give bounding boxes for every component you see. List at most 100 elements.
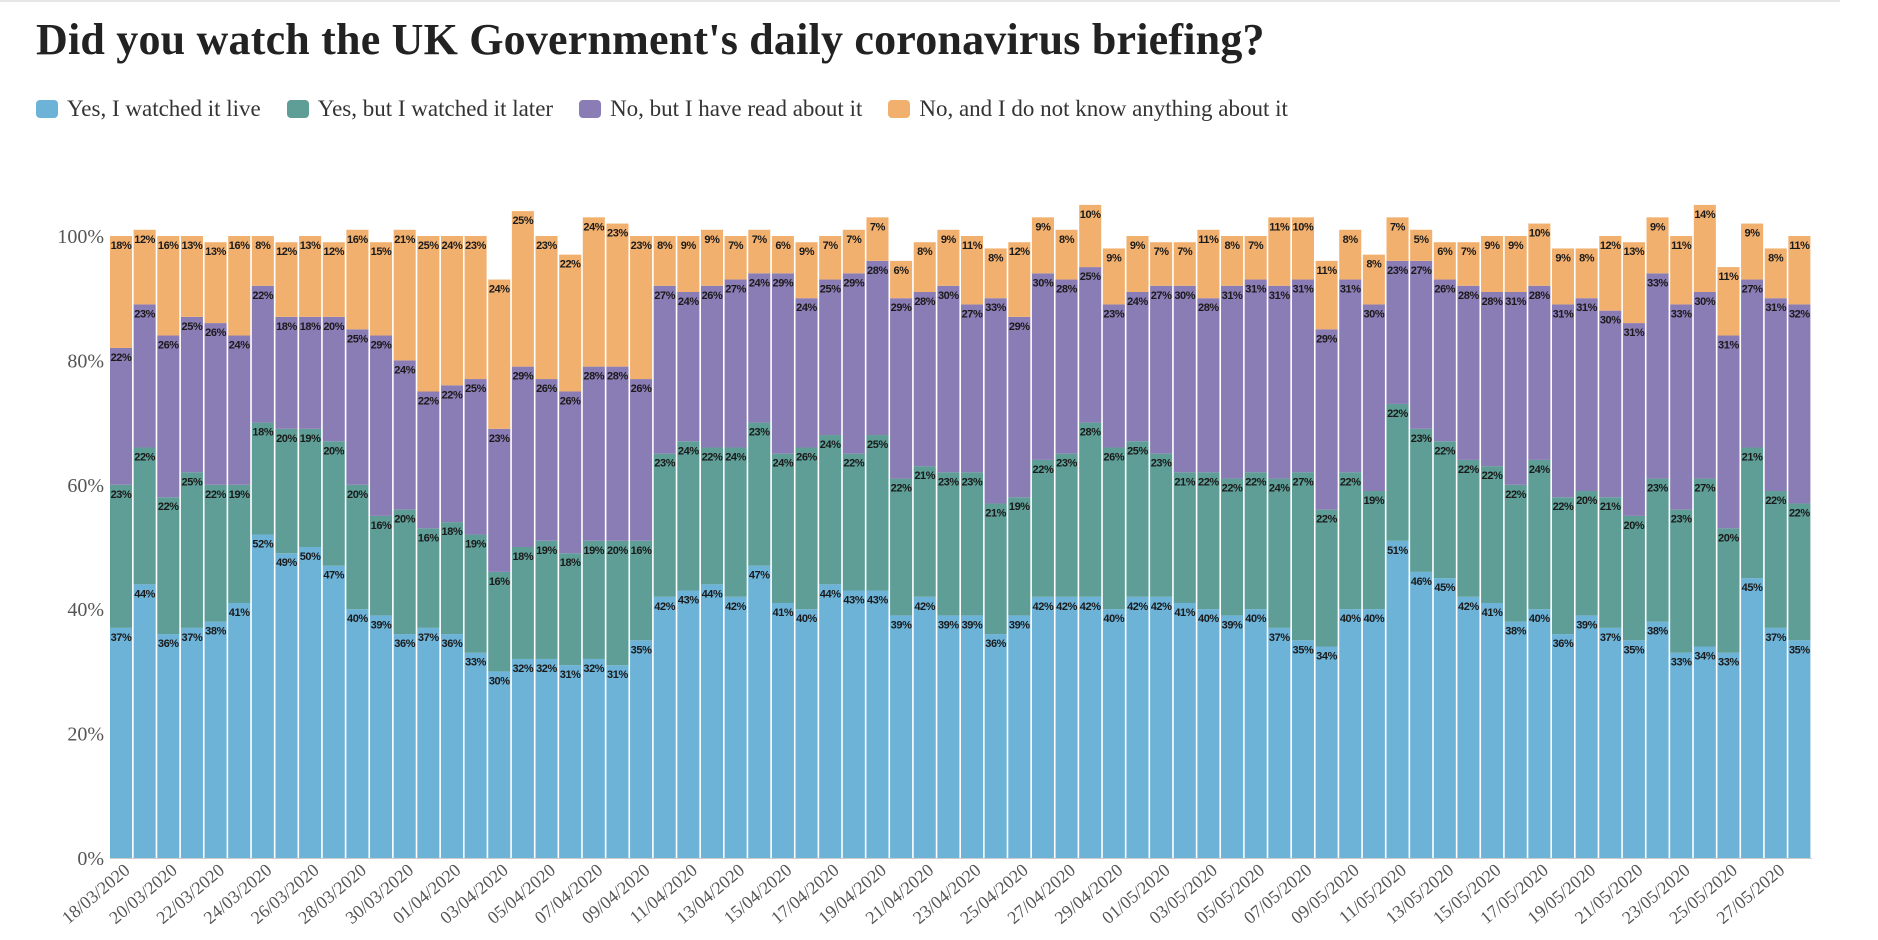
bar-segment [1481, 466, 1504, 603]
bar-segment [370, 615, 393, 858]
bar-segment [1788, 640, 1811, 858]
bar-segment [1693, 478, 1716, 647]
bar-segment [700, 584, 724, 858]
bar-segment [204, 323, 227, 485]
data-label: 22% [702, 451, 723, 463]
data-label: 21% [914, 470, 935, 482]
bar-segment [251, 236, 274, 286]
bar-segment [440, 385, 463, 523]
data-label: 9% [1555, 252, 1571, 264]
data-label: 30% [489, 675, 510, 687]
bar-segment [417, 236, 440, 392]
bar-segment [984, 503, 1007, 635]
bar-segment [937, 615, 960, 858]
bar-segment [913, 291, 936, 467]
data-label: 8% [1224, 240, 1240, 252]
bar-segment [630, 540, 653, 641]
bar-segment [110, 484, 133, 628]
bar-segment [1646, 217, 1669, 274]
data-label: 24% [678, 296, 699, 308]
bar-segment [1764, 248, 1787, 299]
bar-segment [370, 515, 393, 616]
data-label: 22% [1482, 470, 1503, 482]
bar-segment [866, 260, 889, 436]
bar-segment [559, 391, 582, 554]
data-label: 9% [1485, 240, 1501, 252]
data-label: 13% [182, 240, 203, 252]
data-label: 35% [1293, 644, 1314, 656]
bar-segment [204, 484, 227, 622]
bar-segment [819, 435, 842, 585]
data-label: 7% [1154, 246, 1170, 258]
data-label: 23% [1671, 514, 1692, 526]
data-label: 24% [1529, 464, 1550, 476]
data-label: 38% [205, 626, 226, 638]
data-label: 22% [1789, 507, 1810, 519]
bar-segment [1410, 428, 1433, 572]
data-label: 39% [1576, 619, 1597, 631]
data-label: 28% [1458, 290, 1479, 302]
bar-segment [582, 540, 605, 659]
bar-segment [1102, 447, 1125, 610]
data-label: 26% [631, 383, 652, 395]
data-label: 20% [323, 321, 344, 333]
bar-segment [1386, 540, 1409, 858]
bar-segment [417, 391, 440, 529]
data-label: 24% [749, 277, 770, 289]
data-label: 8% [1059, 234, 1075, 246]
bar-segment [1173, 285, 1196, 473]
data-label: 18% [111, 240, 132, 252]
bar-segment [1670, 236, 1693, 305]
bar-segment [1717, 267, 1740, 336]
bar-segment [630, 640, 653, 858]
data-label: 39% [1009, 619, 1030, 631]
data-label: 19% [1009, 501, 1030, 513]
data-label: 24% [725, 451, 746, 463]
data-label: 8% [1343, 234, 1359, 246]
bar-segment [393, 360, 416, 510]
bar-segment [866, 590, 889, 858]
data-label: 24% [394, 364, 415, 376]
data-label: 20% [347, 489, 368, 501]
data-label: 30% [938, 290, 959, 302]
bar-segment [1433, 242, 1456, 280]
data-label: 16% [158, 240, 179, 252]
data-label: 24% [489, 284, 510, 296]
bar-segment [1102, 304, 1125, 448]
bar-segment [748, 229, 771, 274]
data-label: 23% [1647, 483, 1668, 495]
data-label: 11% [962, 240, 983, 252]
data-label: 36% [394, 638, 415, 650]
bar-segment [1197, 229, 1220, 299]
bar-segment [890, 260, 913, 299]
data-label: 35% [1623, 644, 1644, 656]
bar-segment [488, 428, 511, 572]
bar-segment [1315, 260, 1338, 330]
bar-segment [1291, 279, 1314, 473]
data-label: 16% [229, 240, 250, 252]
data-label: 22% [1387, 408, 1408, 420]
data-label: 19% [300, 433, 321, 445]
bar-segment [511, 366, 534, 547]
bar-segment [890, 478, 913, 616]
data-label: 33% [465, 657, 486, 669]
bar-segment [937, 229, 960, 286]
data-label: 11% [1718, 271, 1739, 283]
data-label: 29% [891, 302, 912, 314]
data-label: 37% [182, 632, 203, 644]
data-label: 8% [255, 240, 271, 252]
data-label: 8% [1366, 259, 1382, 271]
data-label: 31% [1718, 340, 1739, 352]
bar-segment [228, 484, 251, 603]
bar-segment [1244, 279, 1267, 473]
data-label: 27% [725, 284, 746, 296]
data-label: 24% [1127, 296, 1148, 308]
data-label: 7% [823, 240, 839, 252]
bar-segment [228, 335, 251, 485]
data-label: 7% [1390, 221, 1406, 233]
bar-segment [393, 229, 416, 361]
bar-segment [1599, 627, 1622, 858]
data-label: 22% [1033, 464, 1054, 476]
data-label: 25% [418, 240, 439, 252]
data-label: 42% [654, 601, 675, 613]
